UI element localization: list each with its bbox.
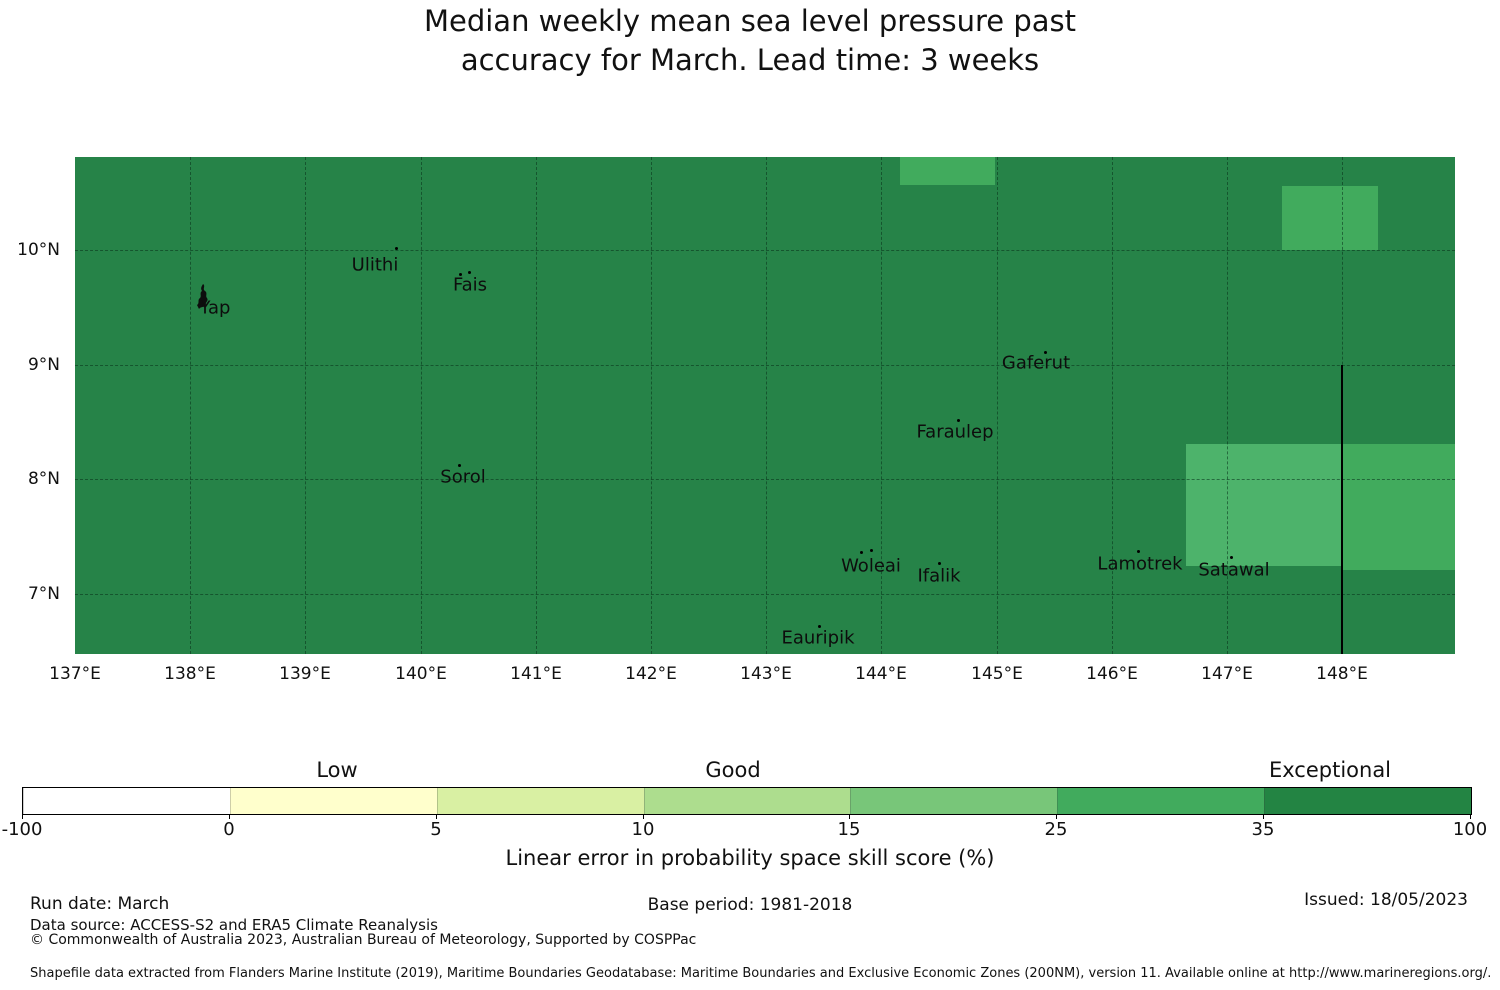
skill-patch <box>900 157 995 185</box>
y-tick-label: 8°N <box>27 469 60 489</box>
colorbar-tick <box>1470 814 1471 819</box>
island-label: Woleai <box>841 555 901 577</box>
island-marker-dot <box>1044 351 1047 354</box>
chart-title-line1: Median weekly mean sea level pressure pa… <box>423 4 1077 38</box>
island-marker-dot <box>1137 550 1140 553</box>
island-shape-yap <box>193 283 215 315</box>
island-marker-dot <box>870 549 873 552</box>
island-marker-dot <box>860 551 863 554</box>
skill-patch <box>1186 444 1342 566</box>
colorbar-tick-label: 10 <box>631 819 655 840</box>
gridline-horizontal <box>75 594 1455 595</box>
gridline-vertical <box>421 157 422 654</box>
colorbar-tick-label: 35 <box>1251 819 1275 840</box>
colorbar-category-label: Exceptional <box>1268 758 1392 782</box>
skill-patch <box>1282 186 1378 250</box>
x-tick-label: 140°E <box>395 664 447 684</box>
gridline-vertical <box>305 157 306 654</box>
colorbar-tick-label: 25 <box>1044 819 1068 840</box>
colorbar-segment <box>23 788 230 814</box>
gridline-vertical <box>881 157 882 654</box>
island-label: Fais <box>452 274 488 296</box>
copyright-text: © Commonwealth of Australia 2023, Austra… <box>30 932 697 948</box>
x-tick-label: 137°E <box>49 664 101 684</box>
skill-patch <box>1342 444 1455 570</box>
colorbar-tick <box>643 814 644 819</box>
island-label: Satawal <box>1198 559 1270 581</box>
gridline-vertical <box>1227 157 1228 654</box>
data-source-text: Data source: ACCESS-S2 and ERA5 Climate … <box>30 916 438 934</box>
colorbar-segment <box>1057 788 1265 814</box>
colorbar-tick-label: 5 <box>430 819 442 840</box>
island-marker-dot <box>1230 556 1233 559</box>
gridline-vertical <box>1112 157 1113 654</box>
chart-title: Median weekly mean sea level pressure pa… <box>0 2 1500 80</box>
colorbar-tick-label: 0 <box>223 819 235 840</box>
island-label: Eauripik <box>781 627 855 649</box>
colorbar-tick-label: 100 <box>1452 819 1488 840</box>
colorbar-segment <box>850 788 1058 814</box>
colorbar <box>22 787 1472 815</box>
island-label: Ulithi <box>351 254 399 276</box>
colorbar-category-label: Low <box>316 758 358 782</box>
x-tick-label: 141°E <box>510 664 562 684</box>
island-marker-dot <box>459 273 462 276</box>
colorbar-category-label: Good <box>705 758 761 782</box>
colorbar-tick <box>22 814 23 819</box>
x-tick-label: 147°E <box>1201 664 1253 684</box>
island-marker-dot <box>957 419 960 422</box>
gridline-horizontal <box>75 250 1455 251</box>
colorbar-segment <box>229 788 437 814</box>
island-label: Yap <box>199 297 231 319</box>
island-label: Ifalik <box>917 565 961 587</box>
colorbar-tick <box>849 814 850 819</box>
colorbar-tick <box>436 814 437 819</box>
chart-title-line2: accuracy for March. Lead time: 3 weeks <box>460 43 1040 77</box>
x-tick-label: 146°E <box>1086 664 1138 684</box>
colorbar-axis-label: Linear error in probability space skill … <box>505 846 995 870</box>
x-tick-label: 148°E <box>1316 664 1368 684</box>
colorbar-tick-label: 15 <box>837 819 861 840</box>
shapefile-attribution-text: Shapefile data extracted from Flanders M… <box>30 966 1492 981</box>
gridline-vertical <box>536 157 537 654</box>
x-tick-label: 142°E <box>625 664 677 684</box>
island-label: Sorol <box>440 466 486 488</box>
gridline-horizontal <box>75 365 1455 366</box>
y-tick-label: 7°N <box>27 584 60 604</box>
gridline-vertical <box>651 157 652 654</box>
x-tick-label: 145°E <box>971 664 1023 684</box>
colorbar-tick-label: -100 <box>1 819 43 840</box>
colorbar-segment <box>1264 788 1471 814</box>
gridline-vertical <box>766 157 767 654</box>
island-label: Faraulep <box>916 421 994 443</box>
map-plot: Yap Ulithi Fais Sorol Gaferut Faraulep Woleai I… <box>75 157 1455 654</box>
colorbar-tick <box>1056 814 1057 819</box>
x-tick-label: 144°E <box>855 664 907 684</box>
gridline-vertical <box>997 157 998 654</box>
issued-text: Issued: 18/05/2023 <box>1304 890 1468 910</box>
y-tick-label: 9°N <box>27 355 60 375</box>
island-marker-dot <box>818 625 821 628</box>
gridline-horizontal <box>75 479 1455 480</box>
island-label: Lamotrek <box>1097 553 1183 575</box>
x-tick-label: 139°E <box>279 664 331 684</box>
y-tick-label: 10°N <box>17 240 60 260</box>
x-tick-label: 143°E <box>740 664 792 684</box>
eez-boundary-line <box>1341 365 1343 654</box>
colorbar-tick <box>229 814 230 819</box>
island-label: Gaferut <box>1001 352 1071 374</box>
island-marker-dot <box>458 464 461 467</box>
island-marker-dot <box>395 247 398 250</box>
colorbar-segment <box>436 788 644 814</box>
gridline-vertical <box>190 157 191 654</box>
base-period-text: Base period: 1981-2018 <box>647 895 853 915</box>
colorbar-tick <box>1263 814 1264 819</box>
island-marker-dot <box>468 271 471 274</box>
colorbar-segment <box>643 788 851 814</box>
island-marker-dot <box>938 562 941 565</box>
run-date-text: Run date: March <box>30 894 170 914</box>
x-tick-label: 138°E <box>164 664 216 684</box>
